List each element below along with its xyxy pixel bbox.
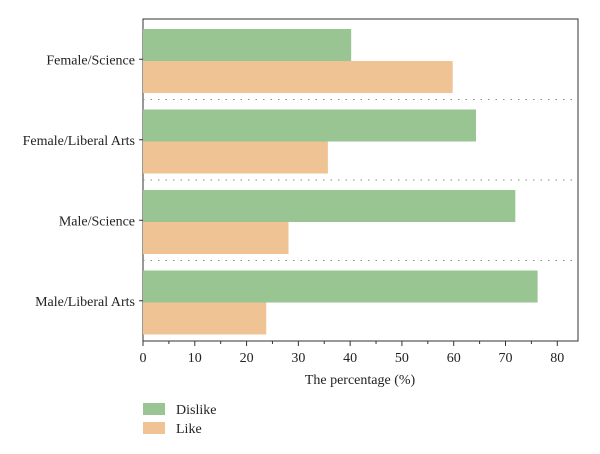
legend-label-like: Like (176, 422, 202, 437)
x-tick-label: 30 (291, 351, 305, 366)
bar-dislike-0 (143, 29, 352, 61)
x-tick-label: 10 (188, 351, 202, 366)
legend-swatch-like (143, 422, 165, 434)
x-tick-label: 80 (550, 351, 564, 366)
bar-dislike-1 (143, 109, 476, 142)
legend-label-dislike: Dislike (176, 403, 216, 418)
x-axis-label: The percentage (%) (305, 373, 416, 388)
y-tick-labels: Female/Science Female/Liberal Arts Male/Sc… (23, 53, 143, 310)
legend-swatch-dislike (143, 403, 165, 415)
bar-like-2 (143, 222, 289, 254)
bar-dislike-3 (143, 270, 538, 303)
x-tick-label: 60 (447, 351, 461, 366)
y-tick-label: Female/Liberal Arts (23, 134, 135, 149)
x-axis-ticks: 0 10 20 30 40 50 60 70 80 (140, 341, 564, 366)
legend: Dislike Like (143, 403, 216, 437)
x-tick-label: 20 (240, 351, 254, 366)
y-tick-label: Male/Science (59, 214, 135, 229)
bar-like-3 (143, 302, 267, 335)
bars (143, 29, 538, 335)
x-tick-label: 40 (343, 351, 357, 366)
bar-like-1 (143, 141, 328, 174)
x-tick-label: 70 (499, 351, 513, 366)
bar-like-0 (143, 61, 453, 93)
bar-dislike-2 (143, 190, 516, 222)
group-separators (143, 99, 578, 261)
y-tick-label: Male/Liberal Arts (35, 295, 135, 310)
x-tick-label: 0 (140, 351, 147, 366)
x-tick-label: 50 (395, 351, 409, 366)
y-tick-label: Female/Science (46, 53, 135, 68)
